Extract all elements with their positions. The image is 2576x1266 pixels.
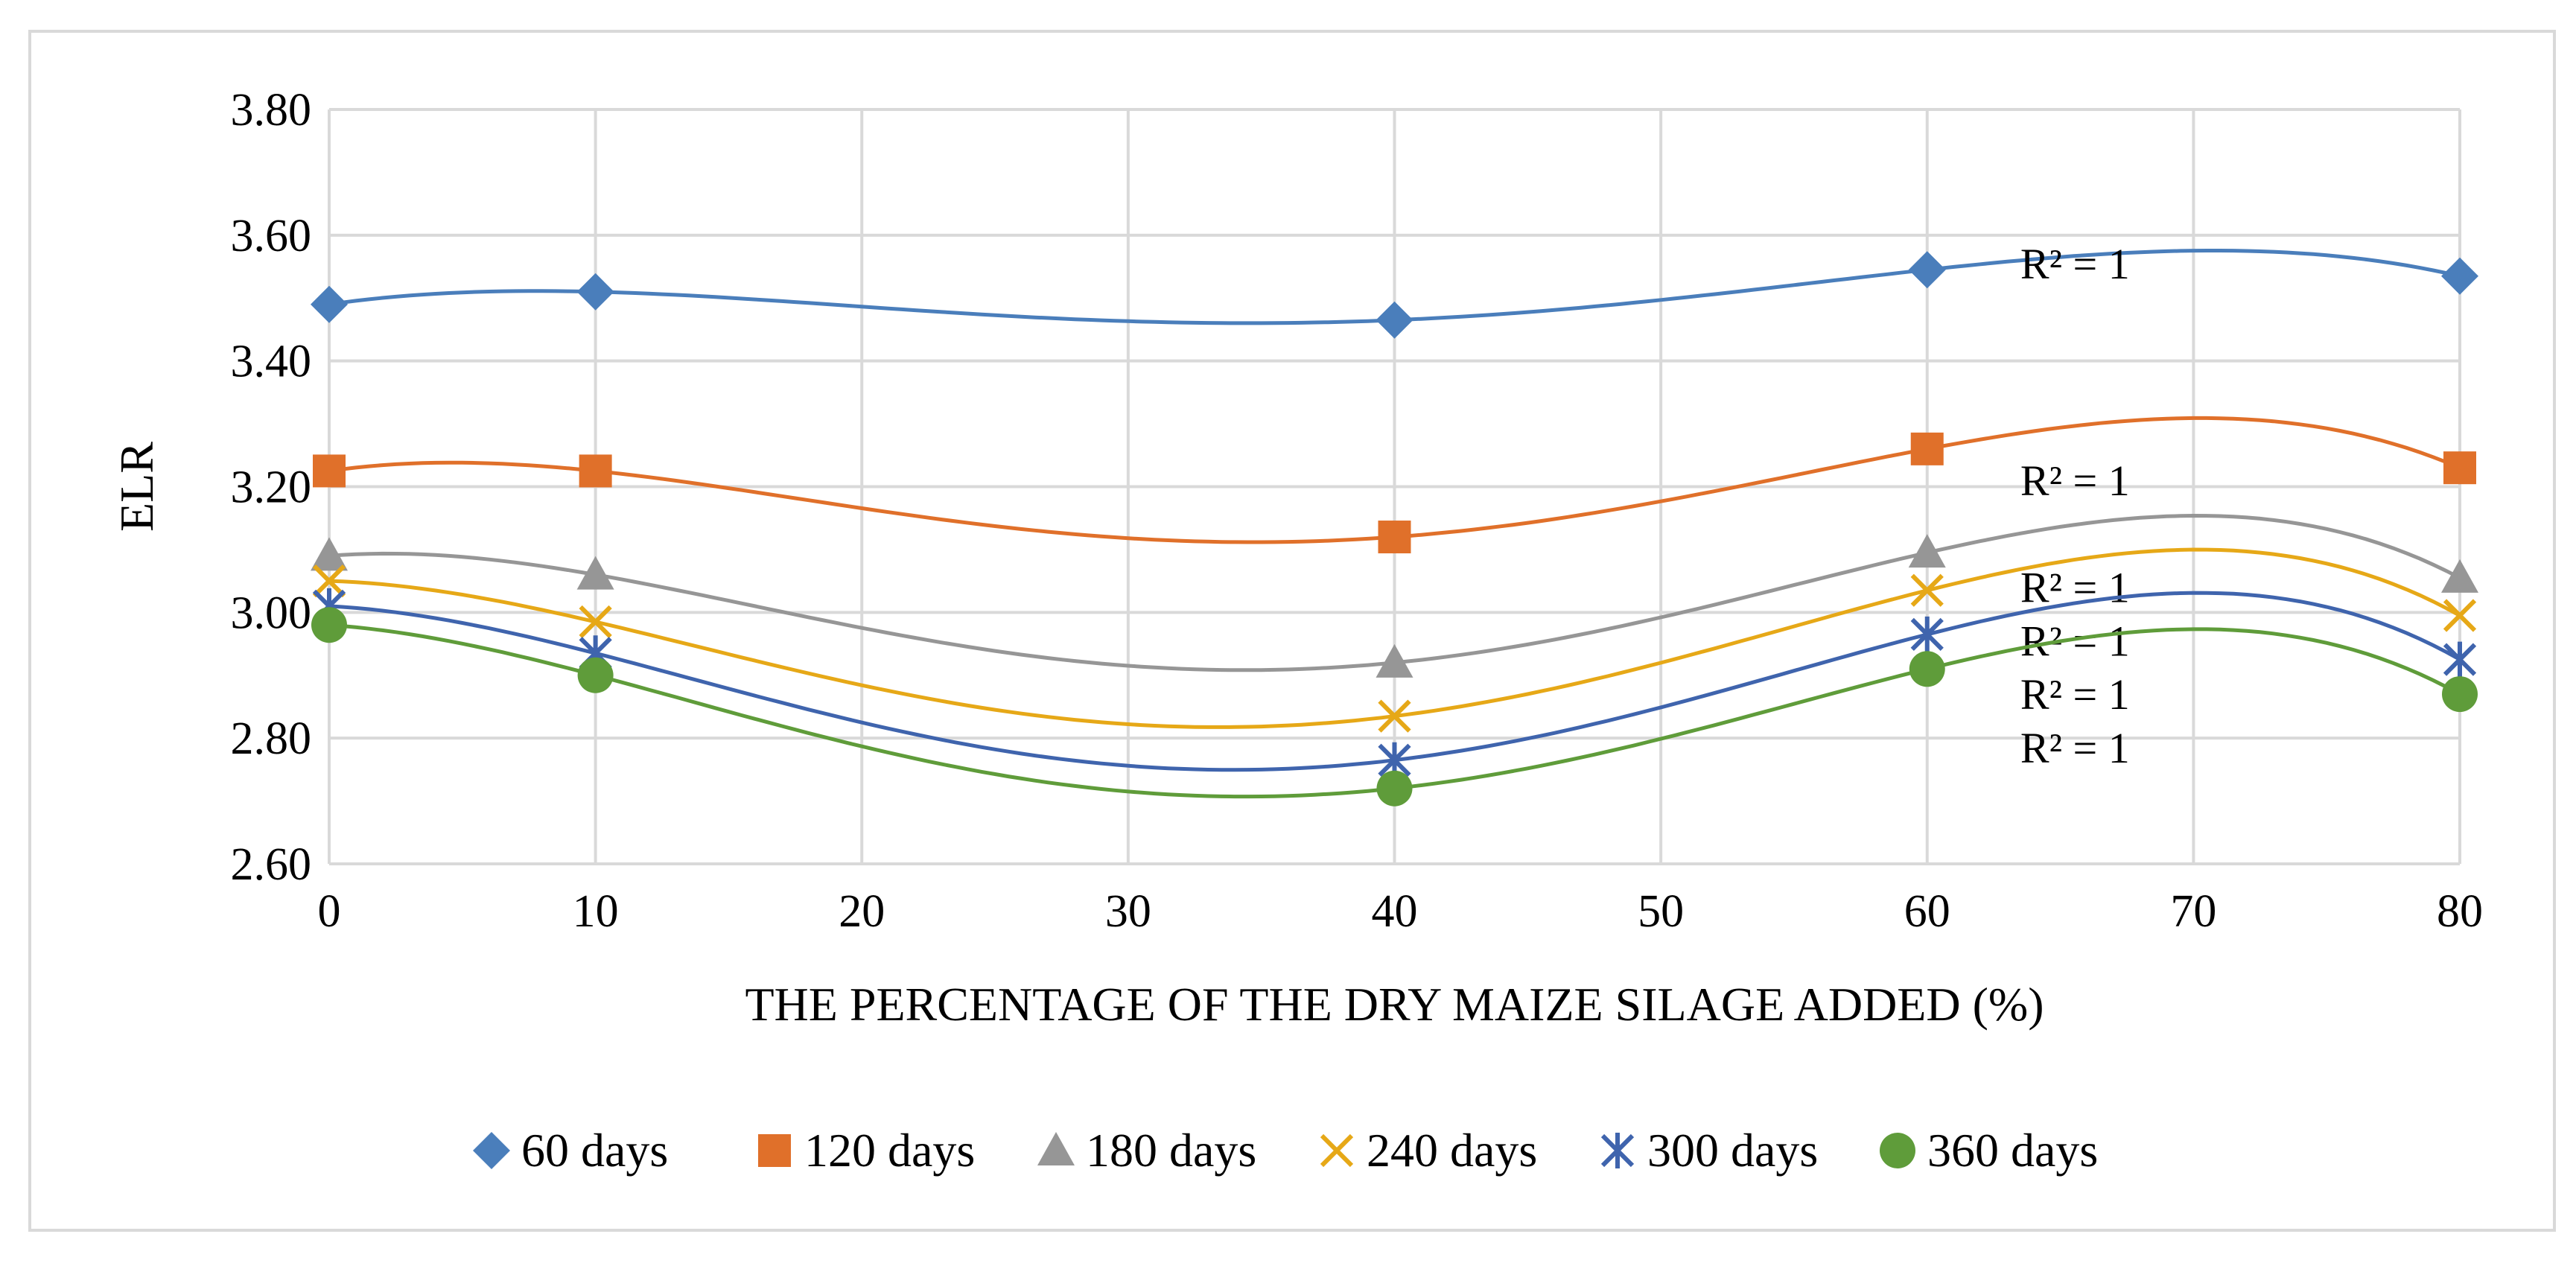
- data-point: [1378, 521, 1411, 554]
- r-squared-label: R² = 1: [2020, 670, 2130, 719]
- legend-item: 360 days: [1880, 1124, 2098, 1177]
- y-tick-label: 3.60: [231, 211, 312, 261]
- data-point: [313, 454, 346, 488]
- legend-label: 120 days: [804, 1124, 975, 1177]
- axes: THE PERCENTAGE OF THE DRY MAIZE SILAGE A…: [110, 442, 2044, 1031]
- x-tick-label: 10: [573, 886, 619, 937]
- data-point: [576, 556, 614, 590]
- series-240-days: R² = 1: [312, 547, 2477, 733]
- series-60-days: R² = 1: [311, 240, 2478, 339]
- y-tick-label: 3.20: [231, 462, 312, 513]
- x-tick-label: 70: [2170, 886, 2216, 937]
- x-tick-label: 20: [839, 886, 885, 937]
- x-tick-label: 0: [318, 886, 341, 937]
- series-120-days: R² = 1: [313, 416, 2476, 554]
- y-axis-title: ELR: [110, 442, 163, 532]
- legend-label: 300 days: [1647, 1124, 1818, 1177]
- data-point: [1376, 643, 1413, 678]
- r-squared-label: R² = 1: [2020, 617, 2130, 665]
- data-point: [1910, 616, 1944, 652]
- y-tick-label: 3.80: [231, 85, 312, 136]
- legend-item: 300 days: [1600, 1124, 1818, 1177]
- legend-item: 60 days: [473, 1124, 668, 1177]
- legend-marker-icon: [1037, 1132, 1075, 1165]
- data-point: [2442, 676, 2478, 713]
- series-300-days: R² = 1: [312, 588, 2477, 778]
- r-squared-label: R² = 1: [2020, 724, 2130, 772]
- data-point: [1908, 534, 1946, 568]
- legend-label: 180 days: [1086, 1124, 1256, 1177]
- x-tick-label: 40: [1372, 886, 1418, 937]
- x-axis-title: THE PERCENTAGE OF THE DRY MAIZE SILAGE A…: [745, 978, 2044, 1031]
- x-tick-label: 60: [1904, 886, 1950, 937]
- legend: 60 days 120 days 180 days 240 days 300 days 3…: [473, 1124, 2098, 1177]
- data-point: [1378, 699, 1411, 733]
- data-point: [312, 564, 346, 598]
- series-group: R² = 1R² = 1R² = 1R² = 1R² = 1R² = 1: [311, 240, 2478, 807]
- legend-marker-icon: [1600, 1133, 1635, 1168]
- legend-label: 360 days: [1927, 1124, 2098, 1177]
- data-point: [1376, 770, 1413, 807]
- data-point: [579, 605, 612, 639]
- data-point: [1910, 432, 1944, 465]
- legend-label: 60 days: [521, 1124, 668, 1177]
- data-point: [577, 657, 614, 693]
- legend-item: 180 days: [1037, 1124, 1256, 1177]
- x-tick-label: 80: [2437, 886, 2483, 937]
- legend-item: 240 days: [1320, 1124, 1537, 1177]
- y-tick-label: 3.40: [231, 337, 312, 387]
- legend-marker-icon: [758, 1134, 791, 1167]
- x-tick-label: 30: [1105, 886, 1151, 937]
- data-point: [1376, 301, 1413, 339]
- data-point: [576, 273, 614, 311]
- data-point: [1908, 251, 1946, 289]
- r-squared-label: R² = 1: [2020, 457, 2130, 505]
- y-tick-label: 2.60: [231, 839, 312, 890]
- data-point: [2441, 559, 2478, 593]
- legend-marker-icon: [1880, 1133, 1915, 1168]
- data-point: [311, 537, 348, 571]
- data-point: [2443, 599, 2477, 632]
- data-point: [1910, 573, 1944, 607]
- data-point: [2443, 641, 2477, 678]
- legend-label: 240 days: [1367, 1124, 1537, 1177]
- data-point: [2441, 257, 2478, 295]
- data-point: [1909, 651, 1945, 687]
- legend-item: 120 days: [758, 1124, 975, 1177]
- legend-marker-icon: [1320, 1133, 1354, 1168]
- r-squared-label: R² = 1: [2020, 240, 2130, 288]
- gridlines: 2.60 2.80 3.00 3.20 3.40 3.60 3.80 0 10 20 30 40 50 6…: [231, 85, 2484, 937]
- y-tick-label: 2.80: [231, 713, 312, 764]
- y-tick-label: 3.00: [231, 588, 312, 638]
- data-point: [2443, 451, 2476, 485]
- legend-marker-icon: [473, 1132, 510, 1169]
- data-point: [311, 607, 347, 643]
- data-point: [311, 285, 348, 323]
- x-tick-label: 50: [1638, 886, 1684, 937]
- data-point: [579, 454, 612, 488]
- series-360-days: R² = 1: [311, 607, 2478, 807]
